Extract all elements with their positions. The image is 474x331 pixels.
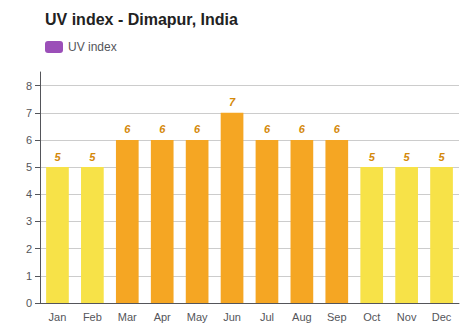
- svg-text:6: 6: [159, 123, 166, 135]
- svg-text:0: 0: [26, 297, 32, 309]
- svg-text:6: 6: [264, 123, 271, 135]
- svg-text:8: 8: [26, 80, 32, 92]
- svg-text:Aug: Aug: [292, 311, 312, 323]
- svg-text:6: 6: [194, 123, 201, 135]
- svg-text:Jul: Jul: [260, 311, 274, 323]
- svg-text:Nov: Nov: [397, 311, 417, 323]
- svg-text:7: 7: [229, 96, 236, 108]
- svg-text:6: 6: [26, 134, 32, 146]
- svg-text:2: 2: [26, 243, 32, 255]
- svg-text:Jun: Jun: [223, 311, 241, 323]
- svg-text:Jan: Jan: [49, 311, 67, 323]
- svg-text:Feb: Feb: [83, 311, 102, 323]
- svg-text:7: 7: [26, 107, 32, 119]
- svg-text:5: 5: [89, 151, 96, 163]
- svg-text:May: May: [187, 311, 208, 323]
- svg-text:Sep: Sep: [327, 311, 347, 323]
- svg-text:6: 6: [124, 123, 131, 135]
- svg-text:5: 5: [26, 161, 32, 173]
- svg-text:1: 1: [26, 270, 32, 282]
- svg-text:5: 5: [54, 151, 61, 163]
- svg-text:6: 6: [299, 123, 306, 135]
- svg-text:UV index: UV index: [68, 40, 117, 54]
- svg-text:5: 5: [369, 151, 376, 163]
- svg-text:Dec: Dec: [432, 311, 452, 323]
- svg-text:6: 6: [334, 123, 341, 135]
- svg-text:5: 5: [438, 151, 445, 163]
- svg-text:Apr: Apr: [154, 311, 171, 323]
- svg-text:Mar: Mar: [118, 311, 137, 323]
- svg-text:5: 5: [404, 151, 411, 163]
- svg-text:UV index - Dimapur, India: UV index - Dimapur, India: [45, 11, 238, 28]
- svg-text:Oct: Oct: [363, 311, 380, 323]
- svg-text:4: 4: [26, 188, 32, 200]
- svg-text:3: 3: [26, 215, 32, 227]
